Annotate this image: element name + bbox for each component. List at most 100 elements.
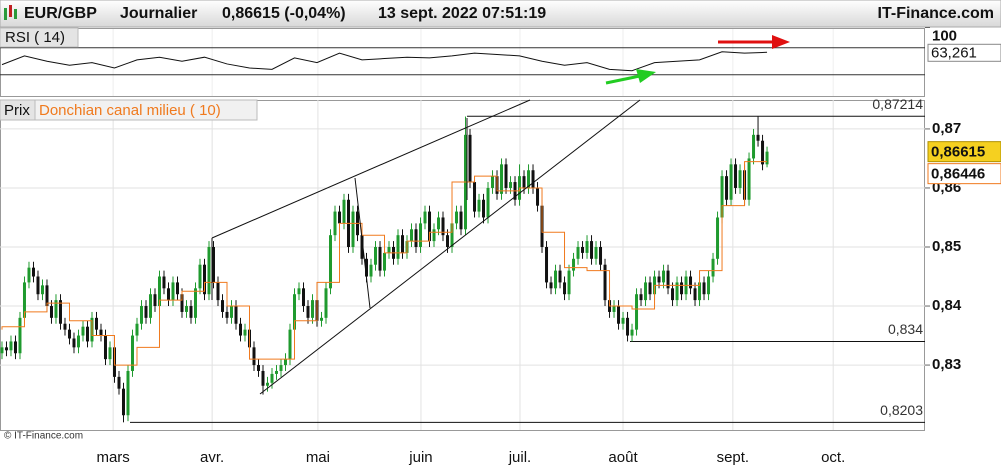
candle-body (360, 235, 364, 259)
donchian-legend-box (34, 99, 258, 121)
candle-body (468, 134, 472, 183)
candle-body (198, 264, 202, 289)
candle-body (193, 288, 197, 318)
candle-body (441, 217, 445, 236)
rsi-line (1, 51, 768, 72)
candle-body (13, 341, 17, 354)
candle-body (288, 329, 292, 360)
level-label: 0,87214 (872, 96, 923, 112)
candle-body (225, 311, 229, 318)
candle-body (338, 211, 342, 224)
candle-body (144, 306, 148, 318)
candle-body (4, 347, 8, 351)
candle-body (711, 258, 715, 277)
candle-body (85, 326, 89, 342)
candle-body (157, 276, 161, 307)
candle-body (720, 176, 724, 218)
candle-body (130, 335, 134, 371)
candle-body (644, 282, 648, 301)
x-tick-label: mai (306, 449, 330, 466)
candle-body (256, 365, 260, 371)
candle-body (234, 306, 238, 324)
candle-body (590, 241, 594, 259)
candle-body (76, 335, 80, 348)
candle-body (22, 282, 26, 318)
candle-body (207, 246, 211, 295)
candle-body (549, 282, 553, 289)
candle-body (558, 270, 562, 283)
candle-body (387, 246, 391, 253)
rsi-tick-label: 100 (932, 27, 957, 44)
x-tick-label: juin (408, 449, 432, 466)
candle-body (126, 370, 130, 416)
candle-body (657, 276, 661, 283)
candle-body (437, 217, 441, 230)
candle-body (49, 306, 53, 318)
candle-body (482, 199, 486, 218)
candle-body (40, 285, 44, 295)
candle-body (477, 199, 481, 212)
candle-body (67, 329, 71, 339)
rsi-last-label: 63,261 (931, 44, 977, 61)
candle-body (747, 158, 751, 200)
candle-body (229, 306, 233, 318)
candle-body (635, 294, 639, 330)
candle-body (630, 329, 634, 336)
x-tick-label: août (608, 449, 638, 466)
candle-body (135, 323, 139, 336)
candle-body (410, 229, 414, 242)
x-tick-label: mars (96, 449, 129, 466)
candle-body (378, 246, 382, 271)
candle-body (680, 282, 684, 295)
candle-body (117, 376, 121, 389)
candle-body (139, 306, 143, 324)
donchian-last-box (927, 163, 1001, 185)
candle-body (599, 246, 603, 265)
rsi-last-box (927, 43, 1001, 62)
candle-body (473, 182, 477, 212)
candle-body (536, 187, 540, 206)
candle-body (504, 164, 508, 188)
candle-body (522, 176, 526, 188)
last-price-box (927, 141, 1001, 163)
candle-body (270, 373, 274, 383)
candle-body (121, 388, 125, 416)
candle-body (175, 282, 179, 295)
candle-body (428, 211, 432, 242)
candle-body (585, 241, 589, 253)
candle-body (761, 140, 765, 165)
candle-body (216, 282, 220, 301)
copyright: © IT-Finance.com (4, 431, 83, 442)
rsi-panel (0, 28, 925, 97)
candle-body (275, 370, 279, 374)
candle-body (18, 317, 22, 354)
candle-body (202, 264, 206, 295)
candle-body (450, 223, 454, 247)
candle-body (369, 264, 373, 277)
candle-body (671, 288, 675, 301)
candle-body (446, 235, 450, 247)
candle-body (302, 288, 306, 307)
candle-body (103, 335, 107, 360)
candle-body (45, 285, 49, 307)
candle-body (486, 187, 490, 218)
candle-body (189, 306, 193, 318)
candle-body (220, 300, 224, 312)
candle-body (162, 276, 166, 289)
candle-body (432, 229, 436, 242)
source: IT-Finance.com (878, 5, 994, 22)
candle-body (252, 347, 256, 366)
candle-body (567, 270, 571, 295)
candle-body (396, 235, 400, 259)
candle-body (500, 164, 504, 194)
candle-body (401, 235, 405, 253)
price-legend: Prix (4, 102, 30, 119)
candle-body (666, 270, 670, 289)
candle-body (707, 276, 711, 295)
candle-body (108, 347, 112, 360)
symbol: EUR/GBP (24, 5, 97, 22)
level-label: 0,834 (888, 321, 923, 337)
candle-body (261, 370, 265, 386)
